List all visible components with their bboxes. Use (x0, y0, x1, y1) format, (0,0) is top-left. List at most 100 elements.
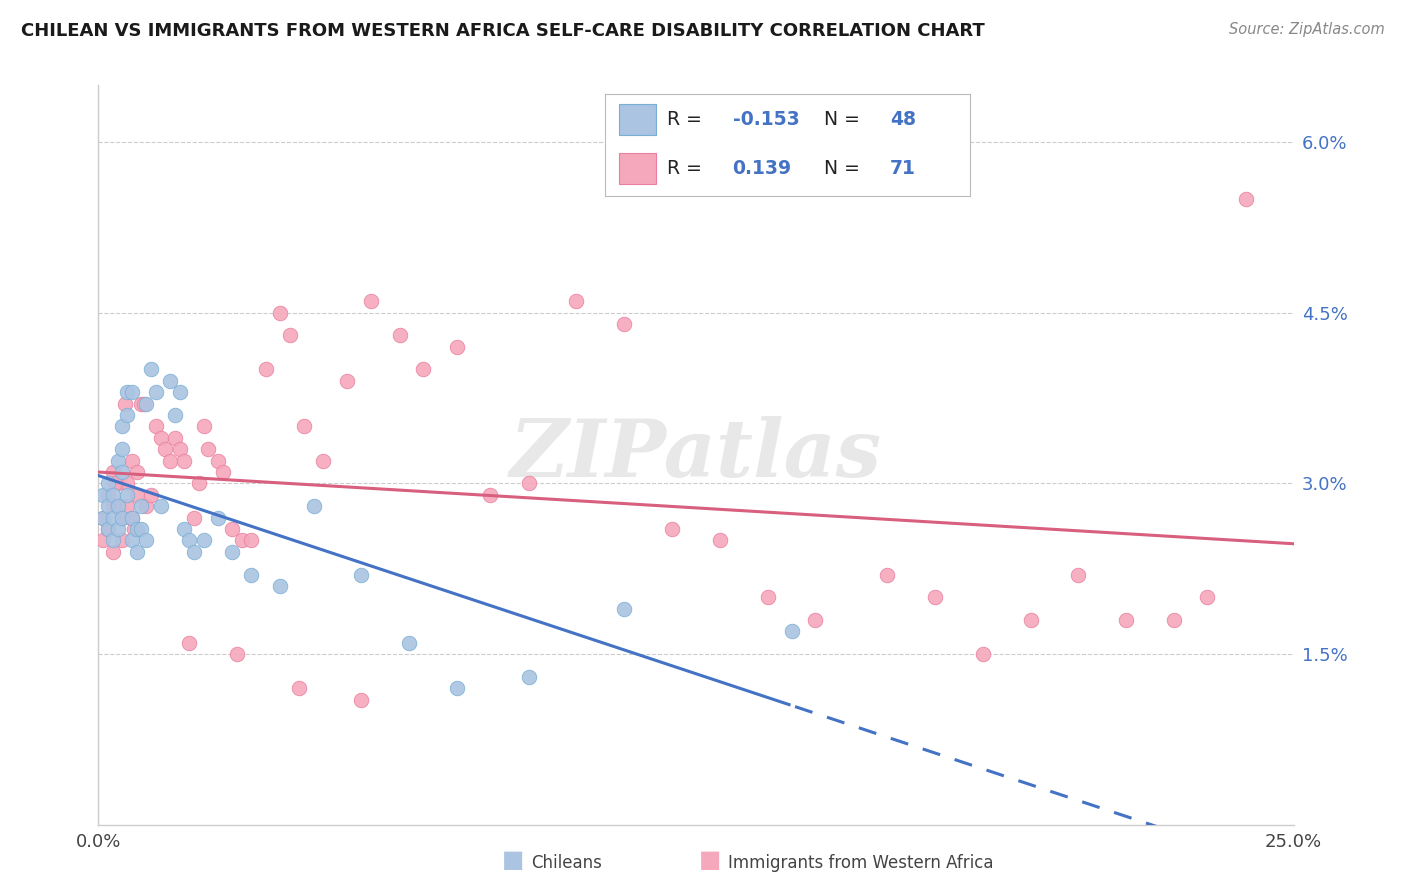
Point (876, 567, 898, 582)
Point (111, 465, 134, 479)
Point (350, 693, 373, 707)
Point (269, 305, 291, 319)
Text: ZIPatlas: ZIPatlas (510, 417, 882, 493)
Point (302, 499, 325, 513)
Point (135, 397, 157, 411)
Point (240, 567, 263, 582)
Point (111, 419, 134, 434)
Point (115, 476, 138, 491)
Point (155, 442, 177, 457)
Text: Chileans: Chileans (531, 855, 602, 872)
Point (101, 533, 124, 548)
Point (179, 636, 201, 650)
Point (193, 419, 215, 434)
Bar (619, 153, 655, 184)
Point (1115, 613, 1137, 627)
Point (135, 533, 157, 548)
Text: CHILEAN VS IMMIGRANTS FROM WESTERN AFRICA SELF-CARE DISABILITY CORRELATION CHART: CHILEAN VS IMMIGRANTS FROM WESTERN AFRIC… (21, 22, 984, 40)
Point (97, 499, 120, 513)
Text: Immigrants from Western Africa: Immigrants from Western Africa (728, 855, 994, 872)
Text: R =: R = (666, 159, 702, 178)
Point (709, 533, 731, 548)
Point (159, 453, 181, 467)
Point (115, 488, 138, 502)
Point (972, 647, 994, 661)
Text: 48: 48 (890, 110, 915, 128)
Point (446, 681, 468, 696)
Point (101, 510, 124, 524)
Point (125, 545, 148, 559)
Point (132, 397, 155, 411)
Point (111, 510, 134, 524)
Point (756, 591, 779, 605)
Point (111, 510, 134, 524)
Point (125, 488, 148, 502)
Point (1234, 192, 1257, 206)
Point (446, 340, 468, 354)
Point (179, 533, 201, 548)
Point (97, 522, 120, 536)
Point (269, 579, 291, 593)
Point (169, 385, 191, 400)
Point (97, 476, 120, 491)
Point (613, 317, 636, 331)
Point (173, 522, 195, 536)
Point (221, 522, 243, 536)
Point (221, 545, 243, 559)
Point (197, 442, 219, 457)
Point (517, 476, 540, 491)
Text: R =: R = (666, 110, 702, 128)
Point (139, 488, 162, 502)
Point (278, 328, 301, 343)
Point (91, 510, 114, 524)
Text: 0.139: 0.139 (733, 159, 792, 178)
Point (111, 442, 134, 457)
Point (193, 533, 215, 548)
Text: ■: ■ (502, 848, 524, 872)
Point (97, 488, 120, 502)
Point (131, 522, 153, 536)
Point (114, 397, 136, 411)
Point (149, 499, 172, 513)
Point (211, 465, 233, 479)
Point (1197, 591, 1219, 605)
Point (207, 453, 229, 467)
Point (107, 522, 129, 536)
Point (360, 294, 382, 309)
Point (159, 374, 181, 388)
Text: 71: 71 (890, 159, 915, 178)
Point (163, 408, 186, 422)
Point (169, 442, 191, 457)
Point (131, 397, 153, 411)
Point (517, 670, 540, 684)
Text: N =: N = (824, 110, 860, 128)
Point (780, 624, 803, 639)
Point (115, 499, 138, 513)
Point (183, 545, 205, 559)
Point (254, 362, 277, 376)
Point (91, 488, 114, 502)
Point (149, 431, 172, 445)
Point (226, 647, 249, 661)
Point (163, 431, 186, 445)
Point (121, 453, 143, 467)
Point (91, 533, 114, 548)
Point (288, 681, 311, 696)
Bar (619, 104, 655, 135)
Point (121, 510, 143, 524)
Point (479, 488, 502, 502)
Point (107, 453, 129, 467)
Point (1163, 613, 1185, 627)
Point (135, 499, 157, 513)
Point (91, 510, 114, 524)
Point (240, 533, 263, 548)
Point (312, 453, 335, 467)
Text: ■: ■ (699, 848, 721, 872)
Point (101, 545, 124, 559)
Point (1019, 613, 1042, 627)
Point (125, 522, 148, 536)
Point (121, 510, 143, 524)
Point (187, 476, 209, 491)
Point (121, 385, 143, 400)
Point (111, 533, 134, 548)
